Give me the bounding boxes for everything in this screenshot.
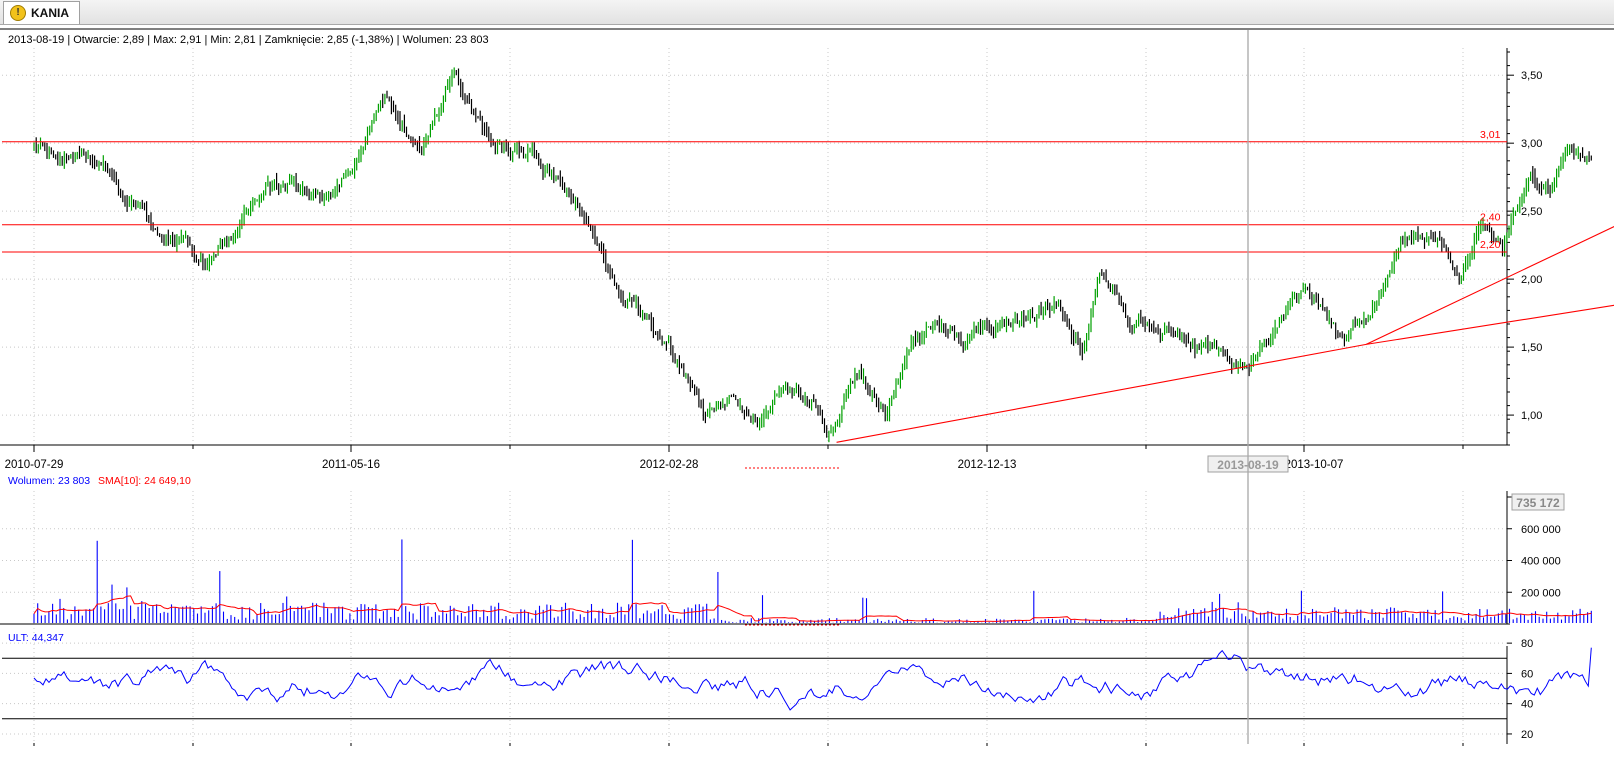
warning-icon: !: [10, 5, 26, 21]
price-y-tick-label: 1,50: [1521, 342, 1542, 354]
volume-label: Wolumen: 23 803: [8, 475, 90, 487]
level-line-label: 2,40: [1480, 212, 1501, 224]
price-y-tick-label: 2,50: [1521, 206, 1542, 218]
chart-marks: 1,00 1,50 2,00 2,50 3,00 3,50 3,01 2,40 2,20 2010…: [0, 28, 1614, 746]
trendline: [1366, 304, 1614, 345]
tab-bar: ! KANIA: [0, 0, 1614, 25]
price-y-tick-label: 1,00: [1521, 410, 1542, 422]
x-tick-label: 2012-02-28: [640, 459, 699, 471]
x-tick-label: 2011-05-16: [322, 459, 380, 471]
level-line-label: 3,01: [1480, 129, 1501, 141]
x-tick-label: 2012-12-13: [958, 459, 1017, 471]
volume-y-tick-label: 200 000: [1521, 587, 1561, 599]
tab-label: KANIA: [31, 6, 69, 20]
x-tick-label: 2010-07-29: [5, 459, 64, 471]
ult-y-tick-label: 80: [1521, 638, 1533, 650]
price-y-tick-label: 3,00: [1521, 138, 1542, 150]
stock-chart[interactable]: 2013-08-19 | Otwarcie: 2,89 | Max: 2,91 …: [0, 25, 1614, 769]
x-tick-label: 2013-10-07: [1285, 459, 1344, 471]
price-y-tick-label: 3,50: [1521, 70, 1542, 82]
level-line-label: 2,20: [1480, 239, 1501, 251]
volume-y-tick-label: 600 000: [1521, 524, 1561, 536]
trendline: [1365, 226, 1614, 345]
price-info-text: 2013-08-19 | Otwarcie: 2,89 | Max: 2,91 …: [8, 34, 489, 46]
sma-line: [33, 595, 1592, 622]
sma-label: SMA[10]: 24 649,10: [98, 475, 191, 487]
tab-kania[interactable]: ! KANIA: [3, 1, 80, 24]
volume-y-tick-label: 400 000: [1521, 556, 1561, 568]
trendline: [836, 343, 1367, 443]
ult-y-tick-label: 40: [1521, 699, 1533, 711]
ult-y-tick-label: 20: [1521, 729, 1533, 741]
ult-label: ULT: 44,347: [8, 632, 64, 644]
crosshair-volume-box: [1511, 493, 1565, 511]
ult-y-tick-label: 60: [1521, 668, 1533, 680]
crosshair-volume-label: 735 172: [1516, 496, 1560, 510]
price-y-tick-label: 2,00: [1521, 274, 1542, 286]
ult-line: [33, 647, 1592, 711]
